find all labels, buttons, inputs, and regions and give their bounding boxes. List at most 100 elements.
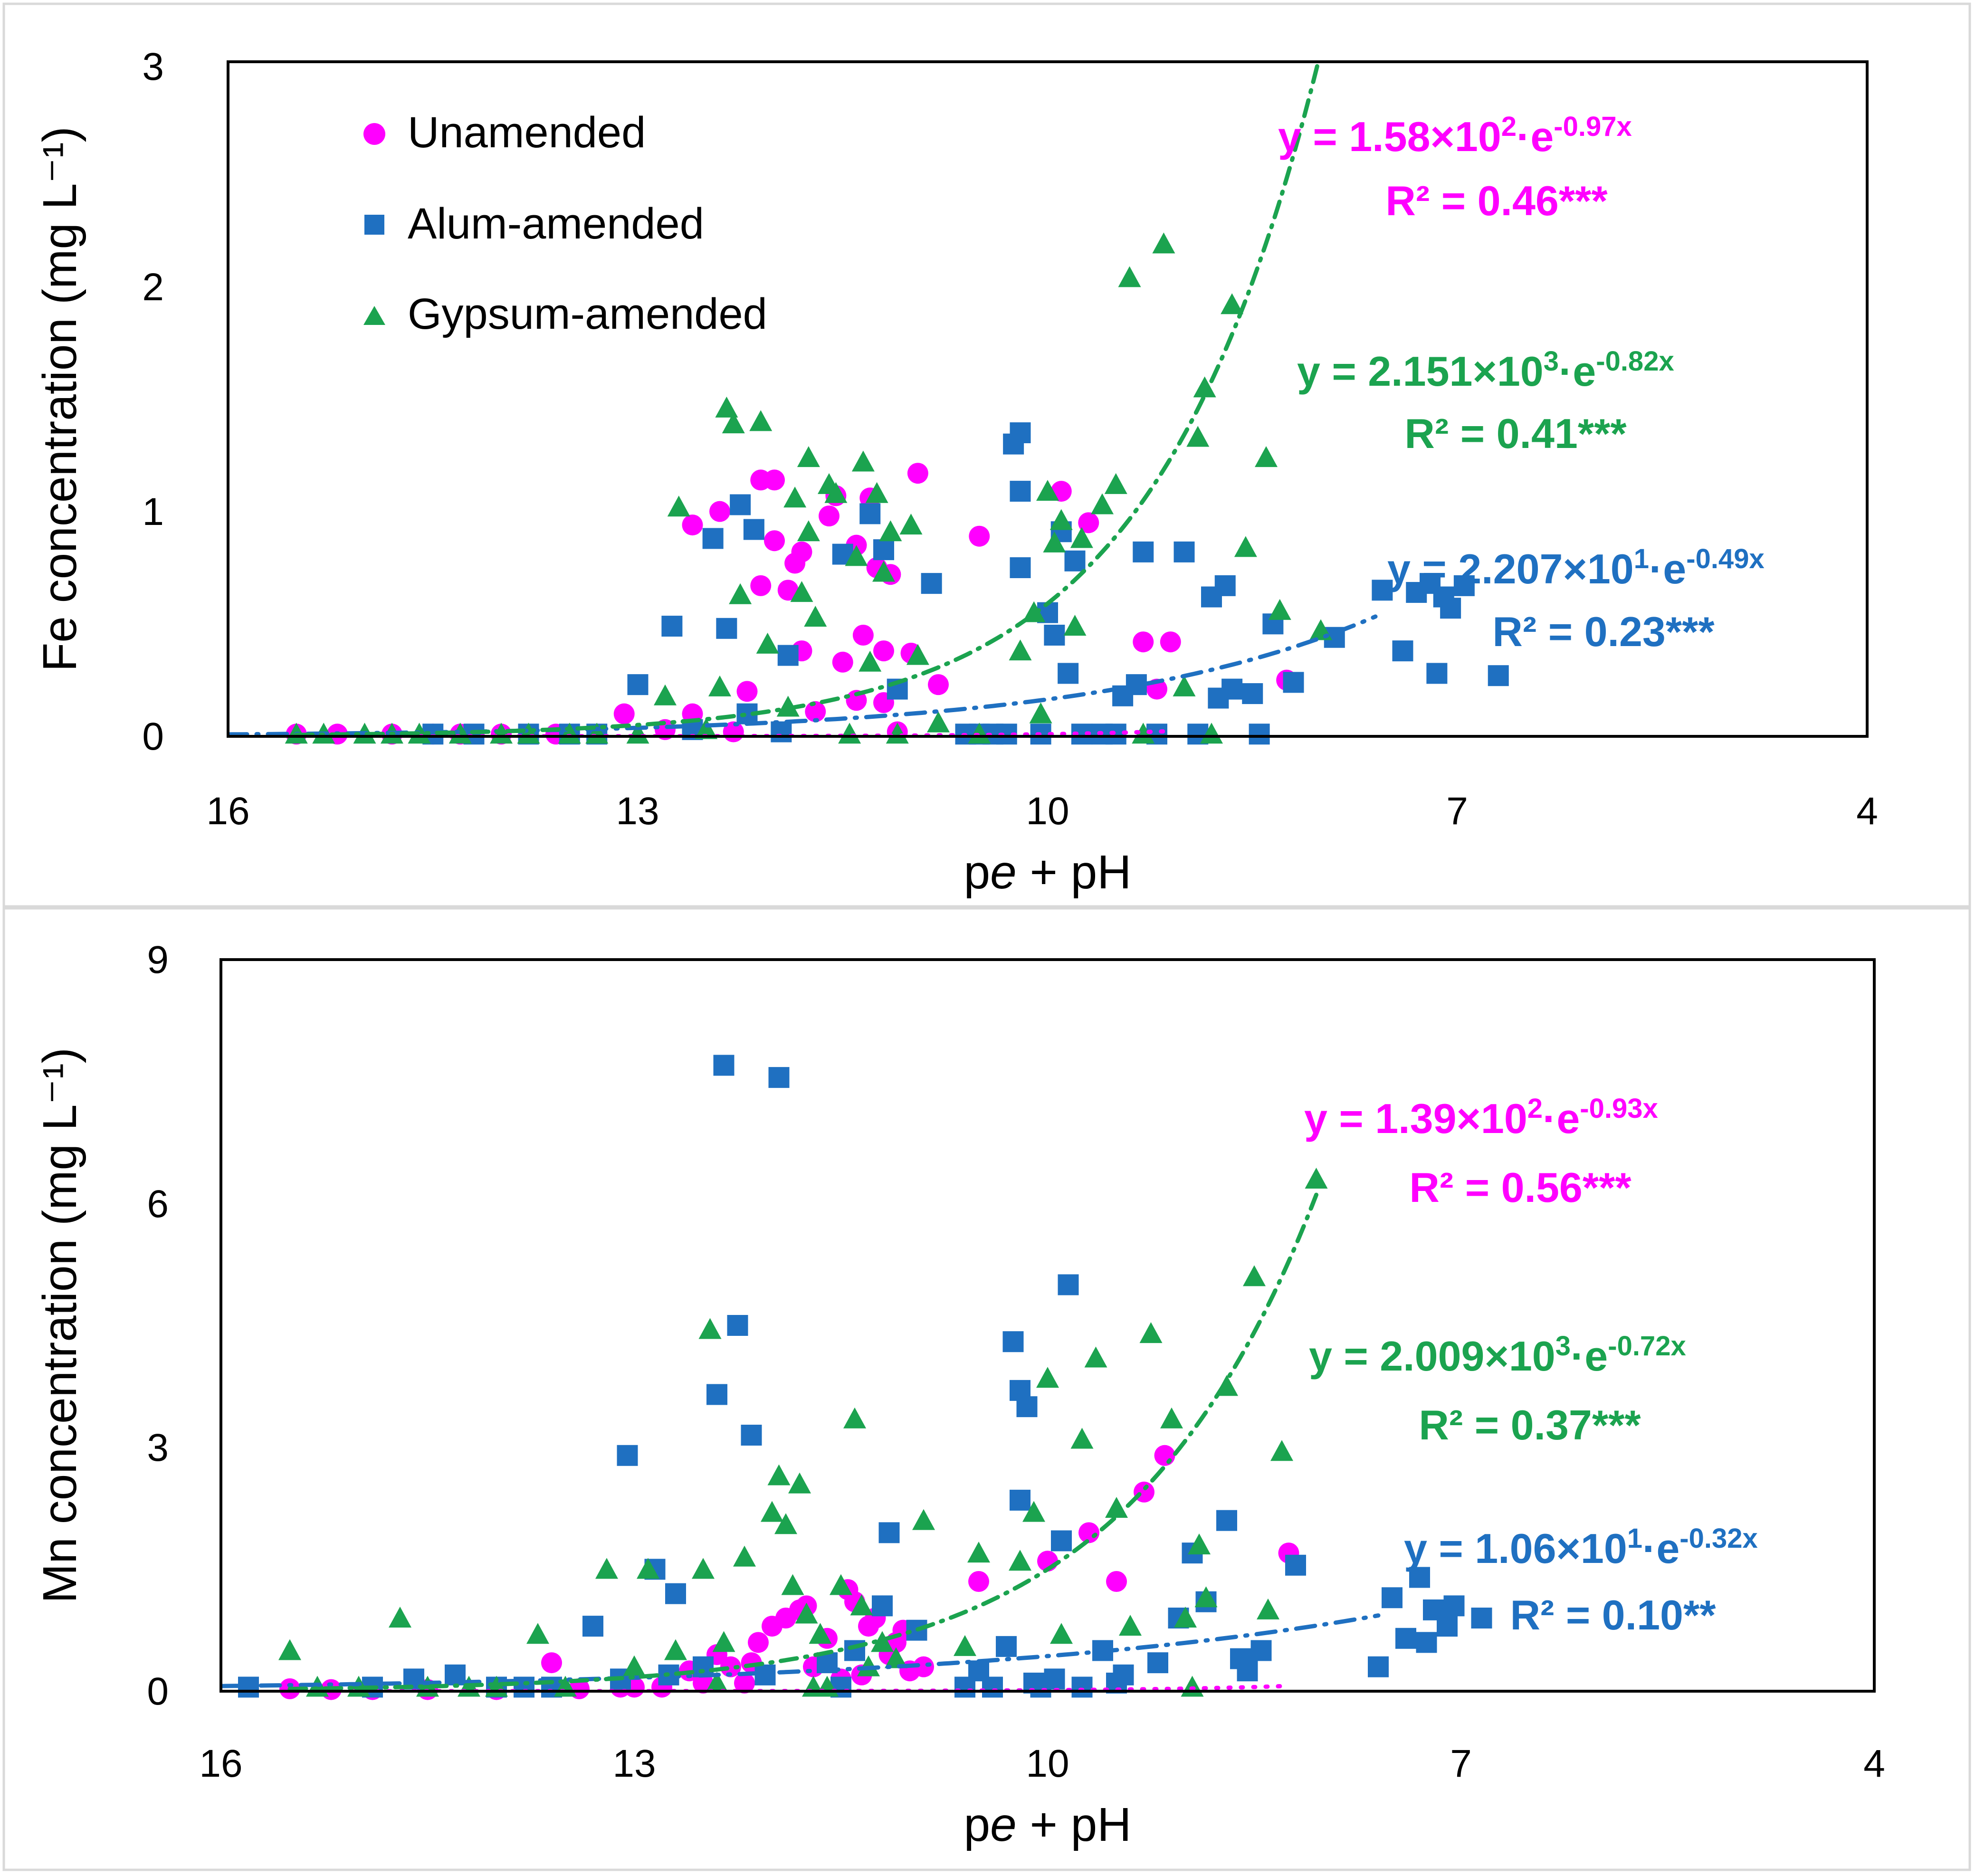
mn-point-unamended	[913, 1656, 934, 1677]
mn-point-alum	[727, 1315, 748, 1336]
fe-point-gypsum	[1063, 615, 1087, 636]
fe-point-gypsum	[585, 723, 609, 744]
fe-point-alum	[1372, 580, 1393, 601]
fe-point-unamended	[613, 703, 635, 724]
legend-marker-gypsum	[363, 306, 385, 325]
fe-series-gypsum	[285, 232, 1332, 744]
fe-point-gypsum	[1152, 232, 1175, 254]
mn-point-alum	[1382, 1587, 1403, 1609]
fe-point-gypsum	[695, 718, 718, 739]
fe-point-gypsum	[1036, 480, 1059, 501]
mn-point-unamended	[1106, 1571, 1127, 1592]
eq-exp: -0.93x	[1580, 1093, 1658, 1124]
mn-point-gypsum	[1119, 1615, 1142, 1636]
eq-label: y =	[1304, 1095, 1375, 1142]
mn-point-alum	[713, 1055, 735, 1076]
fe-point-gypsum	[865, 482, 888, 503]
fe-point-gypsum	[886, 723, 909, 744]
mn-point-alum	[1237, 1660, 1258, 1682]
fe-point-unamended	[736, 681, 758, 702]
mn-point-alum	[1010, 1489, 1030, 1511]
fe-point-unamended	[750, 575, 772, 596]
fe-point-gypsum	[790, 581, 813, 602]
fe-point-gypsum	[872, 561, 895, 582]
fe-point-gypsum	[859, 650, 882, 672]
fe-point-gypsum	[1029, 702, 1052, 724]
fe-point-gypsum	[1104, 473, 1127, 494]
fe-point-gypsum	[879, 520, 902, 542]
fe-point-alum	[1214, 575, 1236, 596]
mn-point-alum	[1147, 1652, 1168, 1674]
eq-r2: R² = 0.23***	[1492, 608, 1715, 655]
mn-x-tick-label: 10	[1026, 1742, 1069, 1785]
fe-point-alum	[1221, 678, 1243, 700]
mn-y-tick-label: 3	[147, 1426, 169, 1469]
eq-mid: ·e	[1517, 113, 1554, 160]
fe-point-unamended	[819, 505, 840, 527]
svg-text:y = 1.58×102·e-0.97x: y = 1.58×102·e-0.97x	[1278, 111, 1632, 160]
mn-point-alum	[996, 1636, 1017, 1657]
eq-exp: -0.49x	[1686, 543, 1764, 574]
mn-point-gypsum	[767, 1464, 791, 1486]
mn-point-gypsum	[967, 1542, 990, 1563]
mn-point-alum	[1216, 1510, 1237, 1531]
mn-panel: 0 3 6 9 16 13 10 7 4 pe + pH Mn concentr…	[33, 938, 1885, 1851]
fe-point-gypsum	[517, 723, 540, 744]
fe-point-unamended	[1078, 512, 1099, 533]
mn-point-alum	[1437, 1616, 1458, 1637]
svg-text:y = 1.39×102·e-0.93x: y = 1.39×102·e-0.93x	[1304, 1093, 1658, 1142]
legend-label-unamended: Unamended	[408, 108, 646, 157]
mn-point-gypsum	[623, 1655, 646, 1676]
mn-point-gypsum	[1036, 1367, 1059, 1388]
mn-point-gypsum	[885, 1647, 907, 1668]
mn-point-alum	[582, 1616, 603, 1637]
mn-x-axis-label-rest: + pH	[1017, 1798, 1132, 1851]
fe-point-unamended	[764, 469, 785, 491]
fe-point-unamended	[928, 674, 949, 695]
eq-coef-exp: 1	[1634, 543, 1649, 574]
fe-x-tick-label: 4	[1856, 790, 1878, 833]
mn-point-unamended	[541, 1652, 562, 1674]
svg-text:y = 2.151×103·e-0.82x: y = 2.151×103·e-0.82x	[1297, 346, 1674, 395]
fe-x-axis-label-e: e	[990, 846, 1017, 899]
eq-coef: 2.009×10	[1380, 1333, 1555, 1380]
mn-point-gypsum	[692, 1558, 715, 1579]
mn-point-alum	[1416, 1632, 1437, 1653]
eq-coef-exp: 1	[1627, 1523, 1642, 1554]
fe-x-tick-label: 13	[616, 790, 659, 833]
eq-coef: 1.58×10	[1349, 113, 1501, 160]
mn-point-alum	[617, 1445, 638, 1466]
fe-point-alum	[743, 519, 764, 540]
fe-point-gypsum	[845, 545, 868, 566]
eq-coef: 1.39×10	[1375, 1095, 1527, 1142]
legend-marker-unamended	[363, 123, 385, 145]
fe-point-gypsum	[626, 723, 649, 744]
mn-equation-gypsum: y = 2.009×103·e-0.72x R² = 0.37***	[1309, 1331, 1686, 1448]
mn-point-gypsum	[781, 1574, 804, 1595]
fe-point-gypsum	[797, 446, 820, 467]
mn-point-gypsum	[1070, 1428, 1094, 1449]
fe-y-tick-label: 2	[142, 266, 164, 309]
mn-point-unamended	[748, 1632, 769, 1653]
fe-point-gypsum	[749, 410, 773, 431]
eq-mid: ·e	[1649, 545, 1686, 592]
fe-x-tick-label: 16	[206, 790, 249, 833]
mn-point-alum	[1051, 1530, 1072, 1552]
fe-point-gypsum	[729, 583, 752, 604]
mn-point-gypsum	[278, 1639, 301, 1660]
fe-trendline-gypsum	[294, 62, 1321, 736]
fe-point-alum	[1453, 575, 1475, 596]
fe-point-gypsum	[804, 606, 827, 627]
mn-point-alum	[1409, 1567, 1430, 1588]
mn-point-gypsum	[1257, 1598, 1279, 1619]
fe-point-unamended	[1133, 631, 1154, 653]
mn-point-gypsum	[788, 1472, 811, 1494]
mn-point-gypsum	[733, 1545, 756, 1567]
mn-point-unamended	[1078, 1522, 1099, 1543]
fe-point-gypsum	[1118, 266, 1141, 287]
fe-point-gypsum	[824, 482, 848, 503]
fe-point-gypsum	[1193, 376, 1216, 398]
mn-equation-alum: y = 1.06×101·e-0.32x R² = 0.10**	[1404, 1523, 1758, 1638]
mn-point-gypsum	[774, 1513, 797, 1534]
fe-point-unamended	[832, 651, 853, 673]
